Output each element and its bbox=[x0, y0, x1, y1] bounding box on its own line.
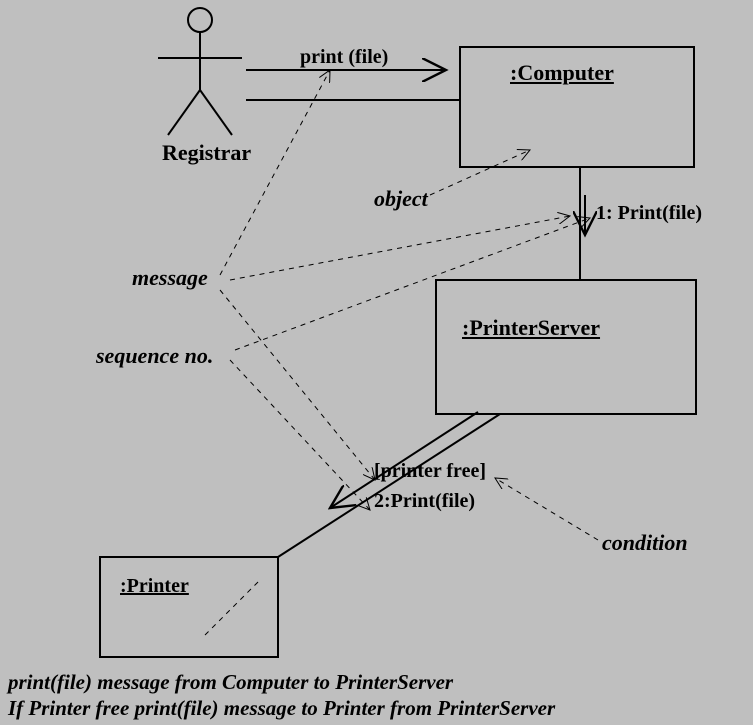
msg-1-print-file: 1: Print(file) bbox=[596, 202, 702, 225]
node-printer-label: :Printer bbox=[120, 575, 189, 598]
anno-line-condition bbox=[495, 478, 598, 540]
msg-2-print-file: 2:Print(file) bbox=[374, 490, 475, 513]
caption-line-2: If Printer free print(file) message to P… bbox=[8, 696, 555, 721]
anno-message: message bbox=[132, 265, 208, 291]
caption-line-1: print(file) message from Computer to Pri… bbox=[8, 670, 453, 695]
link-printerserver-printer bbox=[278, 414, 500, 557]
actor-registrar bbox=[158, 8, 242, 135]
node-printerserver bbox=[436, 280, 696, 414]
anno-line-printer-extra bbox=[205, 580, 260, 635]
anno-line-seq-2 bbox=[230, 360, 370, 510]
anno-line-message-3 bbox=[220, 290, 375, 480]
msg-print-file: print (file) bbox=[300, 46, 388, 69]
node-printer bbox=[100, 557, 278, 657]
node-computer-label: :Computer bbox=[510, 60, 614, 86]
anno-line-message-2 bbox=[230, 216, 570, 280]
node-printerserver-label: :PrinterServer bbox=[462, 315, 600, 341]
actor-label: Registrar bbox=[162, 140, 251, 166]
anno-condition: condition bbox=[602, 530, 688, 556]
anno-object: object bbox=[374, 186, 428, 212]
msg-2-guard: [printer free] bbox=[374, 460, 486, 483]
anno-sequence: sequence no. bbox=[96, 343, 213, 369]
anno-line-object bbox=[430, 150, 530, 195]
